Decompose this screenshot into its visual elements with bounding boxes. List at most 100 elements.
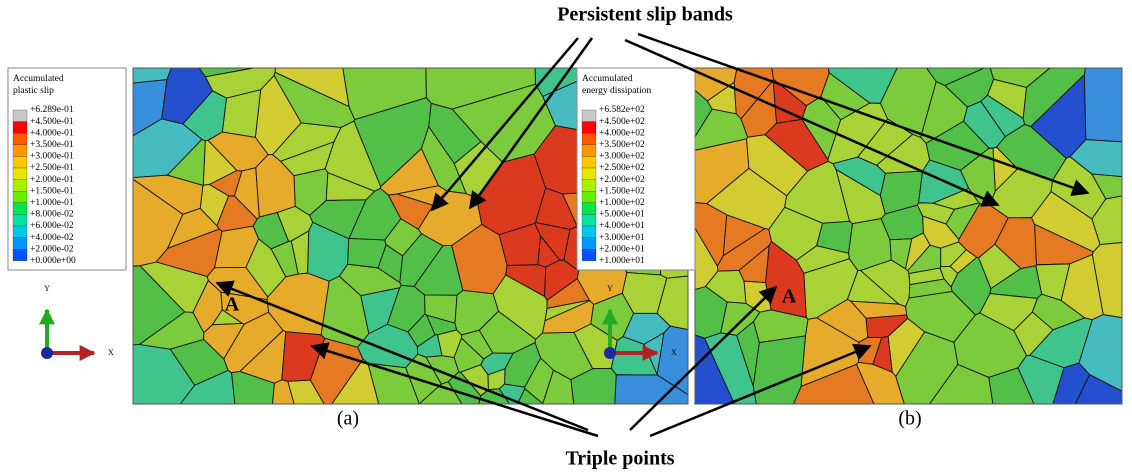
- grain: [324, 120, 382, 192]
- legend-value: +3.000e+02: [599, 152, 645, 162]
- grain: [820, 72, 871, 121]
- arrow: [430, 37, 579, 212]
- legend-value: +2.000e-02: [30, 244, 74, 254]
- legend-title: Accumulated: [13, 74, 64, 84]
- legend-value: +1.000e-01: [30, 198, 74, 208]
- legend-value: +2.500e+02: [599, 163, 645, 173]
- legend-value: +3.000e-01: [30, 152, 74, 162]
- legend-swatch: [12, 225, 28, 238]
- axis-label: X: [108, 348, 114, 357]
- panel-label: (b): [898, 408, 921, 430]
- legend-swatch: [12, 249, 28, 261]
- legend-swatch: [12, 156, 28, 169]
- grain: [428, 102, 482, 165]
- legend-value: +3.500e-01: [30, 140, 74, 150]
- grain: [273, 71, 356, 128]
- grain: [848, 218, 892, 271]
- legend-value: +4.000e+02: [599, 128, 645, 138]
- arrow: [637, 32, 1090, 197]
- grain: [908, 278, 953, 299]
- grain: [252, 212, 290, 250]
- legend-swatch: [12, 179, 28, 192]
- axis-triad: Y X: [602, 284, 677, 361]
- legend-value: +2.500e-01: [30, 163, 74, 173]
- grain: [857, 118, 914, 166]
- grain: [207, 131, 269, 172]
- grain: [220, 291, 270, 325]
- panel-label: (a): [337, 408, 359, 430]
- legend-value: +2.000e+01: [599, 244, 645, 254]
- point-label: A: [782, 286, 797, 308]
- legend-value: +4.000e-02: [30, 233, 74, 243]
- grain: [454, 289, 499, 336]
- annotation-top: Persistent slip bands: [557, 4, 733, 26]
- legend-value: +5.000e+01: [599, 210, 645, 220]
- legend-box: [7, 67, 127, 271]
- arrow: [310, 342, 599, 438]
- grain: [505, 264, 547, 298]
- legend-swatch: [12, 121, 28, 134]
- legend-swatch: [12, 167, 28, 180]
- legend-swatch: [581, 156, 597, 169]
- grain: [978, 243, 1022, 290]
- legend-swatch: [581, 249, 597, 261]
- grain: [266, 272, 330, 336]
- legend: Accumulated energy dissipation +6.582e+02 +…: [576, 67, 696, 271]
- point-label: A: [225, 294, 240, 316]
- legend-swatch: [581, 214, 597, 227]
- grain: [1083, 67, 1123, 143]
- legend-value: +6.289e-01: [30, 105, 74, 115]
- grain: [856, 361, 905, 405]
- grain: [979, 293, 1038, 332]
- grain: [405, 353, 442, 405]
- axis-label: Y: [607, 284, 613, 293]
- legend-title: Accumulated: [582, 74, 633, 84]
- legend-value: +8.000e-02: [30, 210, 74, 220]
- grain: [1031, 191, 1101, 253]
- grain: [815, 298, 869, 343]
- legend-swatch: [581, 202, 597, 215]
- legend-swatch: [12, 109, 28, 122]
- legend-swatch: [581, 133, 597, 145]
- legend-value: +3.000e+01: [599, 233, 645, 243]
- arrows: [215, 32, 1090, 438]
- grain: [752, 335, 806, 405]
- axis-label: X: [671, 348, 677, 357]
- legend-swatch: [12, 144, 28, 157]
- grain: [880, 204, 924, 241]
- axis-label: Y: [44, 284, 50, 293]
- arrow: [468, 37, 594, 210]
- legend-value: +4.500e-01: [30, 117, 74, 127]
- legend-swatch: [12, 133, 28, 145]
- legend-swatch: [12, 237, 28, 250]
- legend-swatch: [581, 179, 597, 192]
- legend-value: +1.000e+01: [599, 256, 645, 266]
- grain: [347, 237, 387, 269]
- grain: [872, 335, 893, 373]
- legend-swatch: [581, 144, 597, 157]
- legend-value: +0.000e+00: [30, 256, 76, 266]
- grain: [279, 141, 335, 177]
- legend: Accumulated plastic slip +6.289e-01 +4.500e…: [7, 67, 127, 271]
- legend-value: +6.582e+02: [599, 105, 645, 115]
- legend-box: [576, 67, 696, 271]
- legend-title: energy dissipation: [582, 86, 651, 96]
- legend-value: +4.000e-01: [30, 128, 74, 138]
- legend-swatch: [581, 237, 597, 250]
- legend-title: plastic slip: [13, 86, 54, 96]
- legend-swatch: [12, 202, 28, 215]
- arrow: [629, 285, 778, 431]
- legend-value: +2.000e+02: [599, 175, 645, 185]
- grain: [407, 313, 436, 348]
- legend-value: +4.500e+02: [599, 117, 645, 127]
- legend-value: +2.000e-01: [30, 175, 74, 185]
- legend-value: +1.500e+02: [599, 186, 645, 196]
- legend-swatch: [581, 121, 597, 134]
- legend-value: +1.500e-01: [30, 186, 74, 196]
- legend-swatch: [581, 191, 597, 203]
- grain: [161, 67, 214, 125]
- grain: [995, 123, 1067, 181]
- grain: [953, 312, 1028, 378]
- legend-value: +3.500e+02: [599, 140, 645, 150]
